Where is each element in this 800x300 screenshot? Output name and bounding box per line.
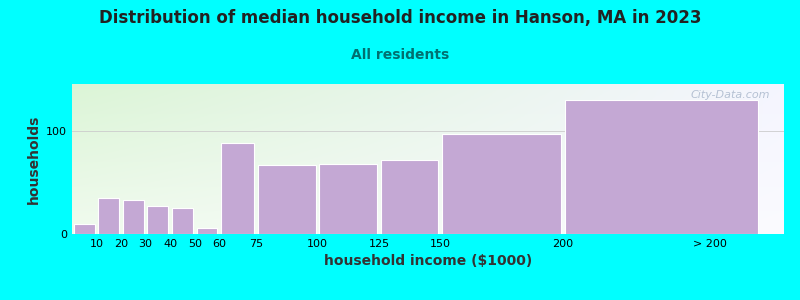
Bar (74, 224, 94, 234)
Bar (147, 206, 168, 234)
Bar (565, 100, 758, 234)
X-axis label: household income ($1000): household income ($1000) (324, 254, 532, 268)
Bar (197, 228, 218, 234)
Bar (172, 208, 193, 234)
Bar (98, 198, 119, 234)
Bar (442, 134, 561, 234)
Bar (123, 200, 144, 234)
Bar (258, 165, 316, 234)
Bar (319, 164, 377, 234)
Text: All residents: All residents (351, 48, 449, 62)
Y-axis label: households: households (26, 114, 41, 204)
Text: City-Data.com: City-Data.com (690, 90, 770, 100)
Bar (221, 143, 254, 234)
Bar (381, 160, 438, 234)
Text: Distribution of median household income in Hanson, MA in 2023: Distribution of median household income … (98, 9, 702, 27)
